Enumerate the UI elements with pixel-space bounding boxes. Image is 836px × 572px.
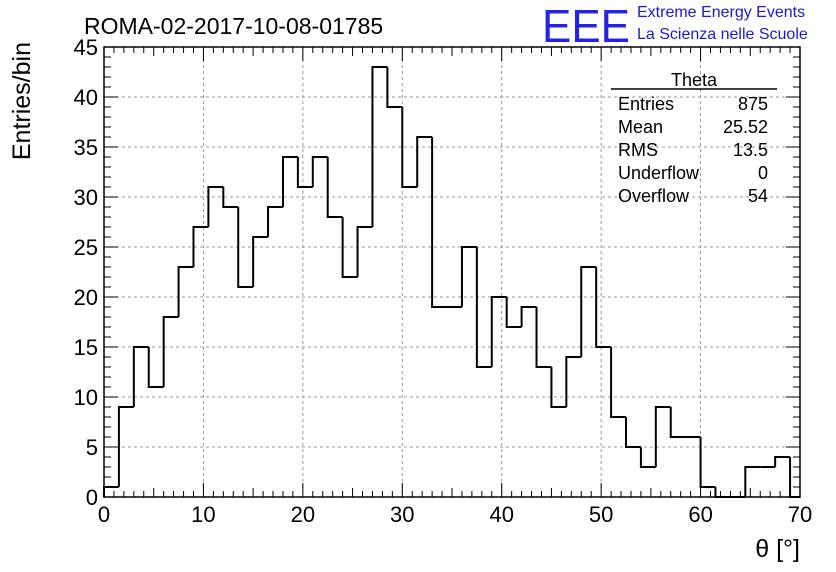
histogram-bin: [490, 296, 507, 367]
logo-line-2: La Scienza nelle Scuole: [637, 26, 808, 43]
y-tick-label: 5: [86, 435, 98, 460]
stats-title: Theta: [671, 70, 718, 90]
y-tick-label: 35: [74, 135, 98, 160]
histogram-bin: [401, 107, 418, 188]
x-tick-label: 0: [98, 502, 110, 527]
eee-logo: EEE Extreme Energy Events La Scienza nel…: [542, 0, 808, 52]
histogram-bin: [535, 307, 552, 368]
histogram-bin: [520, 306, 537, 327]
histogram-bin: [192, 226, 209, 267]
histogram-bin: [565, 356, 582, 407]
histogram-bin: [386, 67, 403, 108]
histogram-bin: [639, 447, 656, 468]
y-tick-labels: 0 5 10 15 20 25 30 35 40 45: [74, 35, 98, 510]
histogram-bin: [475, 247, 492, 368]
axis-ticks: [103, 46, 801, 498]
histogram-bin: [714, 487, 731, 498]
x-tick-label: 70: [788, 502, 812, 527]
stats-row-label: Underflow: [618, 163, 700, 183]
logo-line-1: Extreme Energy Events: [637, 4, 805, 21]
stats-row-label: Mean: [618, 117, 663, 137]
y-tick-label: 25: [74, 235, 98, 260]
histogram-bin: [654, 406, 671, 467]
histogram-bin: [132, 346, 149, 407]
y-tick-label: 10: [74, 385, 98, 410]
x-axis-label: θ [°]: [755, 535, 800, 563]
histogram-bin: [162, 316, 179, 387]
y-tick-label: 45: [74, 35, 98, 60]
histogram-bin: [744, 466, 761, 497]
stats-row-value: 25.52: [723, 117, 768, 137]
histogram-bin: [311, 156, 328, 187]
histogram-bin: [252, 236, 269, 287]
histogram-bin: [267, 206, 283, 237]
histogram-bin: [431, 137, 448, 308]
histogram-bin: [580, 266, 597, 357]
stats-row-value: 0: [758, 163, 768, 183]
histogram-bin: [550, 367, 567, 408]
histogram-bin: [371, 66, 388, 227]
histogram-bin: [296, 157, 313, 188]
y-tick-label: 15: [74, 335, 98, 360]
histogram-bin: [177, 266, 194, 317]
stats-rows: Entries 875 Mean 25.52 RMS 13.5 Underflow 0 Over…: [618, 94, 768, 206]
histogram-bin: [416, 136, 433, 187]
histogram-bin: [147, 347, 164, 388]
frame-rect: [103, 46, 801, 498]
histogram: [103, 66, 800, 498]
stats-row-label: RMS: [618, 140, 658, 160]
histogram-bin: [595, 267, 612, 348]
histogram-bin: [103, 486, 119, 497]
histogram-bin: [774, 456, 791, 467]
histogram-bin: [326, 157, 343, 218]
x-tick-label: 30: [390, 502, 414, 527]
histogram-bin: [222, 187, 239, 208]
x-tick-label: 60: [688, 502, 712, 527]
x-tick-label: 50: [589, 502, 613, 527]
histogram-bin: [460, 246, 477, 307]
histogram-bin: [341, 217, 358, 278]
y-tick-label: 30: [74, 185, 98, 210]
histogram-bin: [625, 417, 641, 448]
histogram-bin: [505, 297, 522, 328]
histogram-bin: [237, 207, 254, 288]
grid: [104, 47, 800, 497]
stats-row-value: 54: [748, 186, 768, 206]
x-tick-label: 40: [489, 502, 513, 527]
x-tick-labels: 0 10 20 30 40 50 60 70: [98, 502, 812, 527]
histogram-bin: [281, 156, 298, 207]
logo-text: EEE: [542, 0, 630, 52]
y-tick-label: 40: [74, 85, 98, 110]
histogram-bin: [610, 347, 626, 418]
y-tick-label: 20: [74, 285, 98, 310]
run-title: ROMA-02-2017-10-08-01785: [84, 13, 383, 39]
stats-row-value: 875: [738, 94, 768, 114]
x-tick-label: 10: [191, 502, 215, 527]
plot-frame: [103, 46, 801, 498]
histogram-bin: [356, 226, 373, 277]
stats-row-value: 13.5: [733, 140, 768, 160]
histogram-bin: [699, 437, 716, 488]
stats-row-label: Overflow: [618, 186, 690, 206]
histogram-bin: [207, 186, 224, 227]
stats-box: Theta Entries 875 Mean 25.52 RMS 13.5 Underflo…: [611, 70, 777, 206]
histogram-bin: [117, 406, 134, 487]
histogram-bin: [669, 407, 686, 438]
stats-row-label: Entries: [618, 94, 674, 114]
y-tick-label: 0: [86, 485, 98, 510]
y-axis-label: Entries/bin: [8, 42, 36, 160]
x-tick-label: 20: [291, 502, 315, 527]
